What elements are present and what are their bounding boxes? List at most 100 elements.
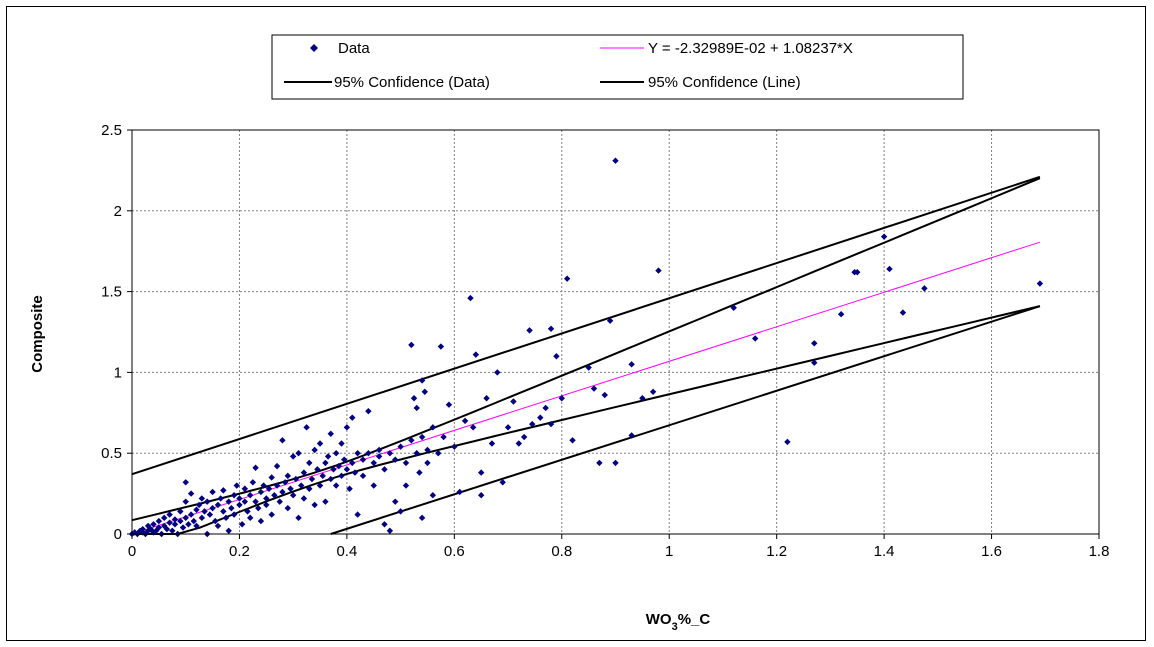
data-point bbox=[265, 485, 273, 492]
data-point bbox=[529, 420, 536, 428]
data-point bbox=[233, 482, 240, 489]
data-point bbox=[499, 479, 506, 486]
data-point bbox=[537, 414, 544, 421]
data-point bbox=[241, 498, 249, 505]
data-point bbox=[303, 424, 310, 431]
data-point bbox=[413, 450, 420, 457]
data-point bbox=[612, 157, 619, 164]
y-axis-title: Composite bbox=[29, 295, 46, 373]
data-point bbox=[338, 440, 345, 447]
data-point bbox=[214, 501, 222, 509]
y-tick-label: 2 bbox=[114, 203, 122, 220]
data-point bbox=[292, 475, 300, 483]
data-point bbox=[236, 495, 243, 502]
data-point bbox=[198, 495, 206, 502]
data-point bbox=[1036, 280, 1044, 287]
data-point bbox=[314, 466, 321, 473]
data-point bbox=[899, 309, 907, 316]
data-point bbox=[547, 325, 555, 332]
data-point bbox=[187, 511, 195, 518]
data-point bbox=[206, 511, 214, 518]
data-point bbox=[287, 485, 294, 492]
data-point bbox=[370, 482, 377, 489]
data-point bbox=[330, 466, 337, 473]
data-point bbox=[784, 438, 791, 446]
data-point bbox=[322, 459, 329, 467]
data-point bbox=[596, 459, 603, 467]
data-point bbox=[418, 514, 426, 522]
legend-data-marker bbox=[310, 44, 318, 52]
data-point bbox=[182, 514, 189, 522]
y-tick-label: 1 bbox=[114, 364, 122, 381]
data-point bbox=[370, 459, 377, 467]
data-point bbox=[606, 317, 614, 324]
data-point bbox=[880, 233, 888, 240]
confidence-line-lower-line bbox=[132, 305, 1041, 535]
x-tick-label: 1 bbox=[665, 543, 673, 560]
legend-conf-line-label: 95% Confidence (Line) bbox=[648, 74, 801, 91]
data-point bbox=[284, 472, 291, 480]
data-point bbox=[209, 488, 216, 496]
data-point bbox=[628, 432, 635, 439]
data-point bbox=[273, 462, 281, 470]
data-point bbox=[730, 304, 737, 311]
data-point bbox=[437, 343, 445, 350]
data-point bbox=[483, 395, 490, 402]
data-point bbox=[187, 490, 195, 497]
legend-conf-data-label: 95% Confidence (Data) bbox=[334, 74, 490, 91]
data-point bbox=[413, 404, 420, 412]
data-point bbox=[177, 517, 184, 525]
data-point bbox=[311, 446, 318, 454]
data-point bbox=[222, 514, 230, 522]
data-point bbox=[271, 492, 278, 499]
data-point bbox=[169, 527, 176, 534]
data-point bbox=[246, 514, 254, 522]
data-point bbox=[526, 327, 533, 334]
data-point bbox=[268, 511, 275, 518]
data-point bbox=[456, 488, 463, 496]
data-point bbox=[365, 450, 372, 457]
data-point bbox=[341, 456, 348, 463]
x-axis-title-subscript: 3 bbox=[672, 621, 678, 633]
y-tick-label: 2.5 bbox=[101, 122, 122, 139]
data-point bbox=[639, 395, 646, 402]
data-point bbox=[257, 488, 265, 496]
legend-box bbox=[271, 34, 964, 100]
x-tick-label: 0.2 bbox=[229, 543, 250, 560]
data-point bbox=[238, 521, 246, 528]
data-point bbox=[193, 522, 200, 530]
data-point bbox=[418, 433, 426, 441]
data-point bbox=[392, 456, 399, 463]
data-point bbox=[349, 459, 356, 467]
data-point bbox=[201, 508, 208, 515]
regression-fit-line bbox=[131, 241, 1041, 535]
data-point bbox=[198, 514, 206, 522]
data-point bbox=[886, 265, 893, 273]
data-point bbox=[397, 443, 404, 450]
data-point bbox=[144, 527, 152, 534]
data-point bbox=[461, 417, 469, 425]
data-point bbox=[612, 459, 619, 467]
data-point bbox=[182, 498, 189, 505]
data-point bbox=[381, 466, 388, 473]
data-point bbox=[204, 498, 211, 505]
data-point bbox=[569, 437, 576, 444]
x-tick-label: 1.6 bbox=[981, 543, 1002, 560]
data-point bbox=[921, 285, 928, 292]
data-point bbox=[276, 498, 283, 505]
data-point bbox=[166, 511, 173, 518]
x-tick-label: 0.8 bbox=[551, 543, 572, 560]
data-point bbox=[182, 479, 189, 486]
data-point bbox=[520, 433, 528, 441]
data-point bbox=[322, 498, 329, 505]
data-point bbox=[319, 472, 326, 480]
data-point bbox=[263, 495, 270, 502]
data-point bbox=[268, 474, 275, 481]
data-point bbox=[359, 456, 367, 463]
x-axis-title: WO3%_C bbox=[646, 611, 711, 633]
data-point bbox=[375, 446, 383, 454]
data-points bbox=[128, 157, 1044, 538]
legend-data-label: Data bbox=[338, 40, 370, 57]
confidence-data-lower-line bbox=[330, 305, 1041, 535]
data-point bbox=[209, 504, 216, 512]
